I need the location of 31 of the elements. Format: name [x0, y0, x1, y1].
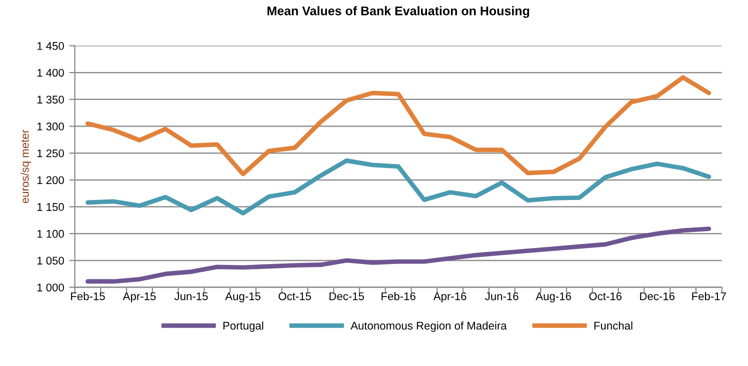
y-tick-label: 1 400 [37, 68, 64, 77]
y-axis-title: euros/sq meter [20, 130, 32, 204]
x-tick-label: Aug-15 [225, 292, 260, 302]
line-series [86, 226, 712, 284]
x-tick-label: Jun-16 [485, 292, 518, 300]
y-tick-label: 1 050 [37, 256, 64, 265]
x-tick-label: Aug-16 [536, 292, 572, 302]
legend-label: Funchal [594, 321, 632, 330]
chart-title: Mean Values of Bank Evaluation on Housing [268, 6, 530, 18]
x-tick-label: Apr-15 [122, 292, 156, 302]
x-tick-label: Dec-16 [640, 292, 675, 300]
x-tick-label: Apr-16 [433, 292, 466, 302]
y-tick-label: 1 250 [37, 149, 64, 158]
x-tick-label: Dec-15 [330, 292, 364, 300]
y-tick-label: 1 150 [37, 203, 64, 211]
legend-label: Autonomous Region of Madeira [350, 321, 507, 332]
y-tick-label: 1 450 [37, 42, 64, 50]
y-tick-label: 1 300 [37, 122, 64, 130]
line-series [86, 75, 712, 176]
x-tick-label: Feb-16 [382, 292, 416, 300]
y-tick-label: 1 200 [37, 176, 64, 184]
x-tick-label: Jun-15 [174, 292, 208, 300]
line-series [86, 158, 712, 216]
x-tick-label: Oct-15 [278, 292, 311, 300]
y-tick-label: 1 100 [37, 230, 64, 238]
legend-label: Portugal [223, 321, 264, 332]
x-tick-label: Oct-16 [589, 292, 622, 300]
x-tick-label: Feb-15 [71, 292, 105, 300]
y-tick-label: 1 350 [37, 96, 64, 104]
x-tick-label: Feb-17 [692, 292, 726, 300]
y-tick-label: 1 000 [37, 284, 64, 292]
